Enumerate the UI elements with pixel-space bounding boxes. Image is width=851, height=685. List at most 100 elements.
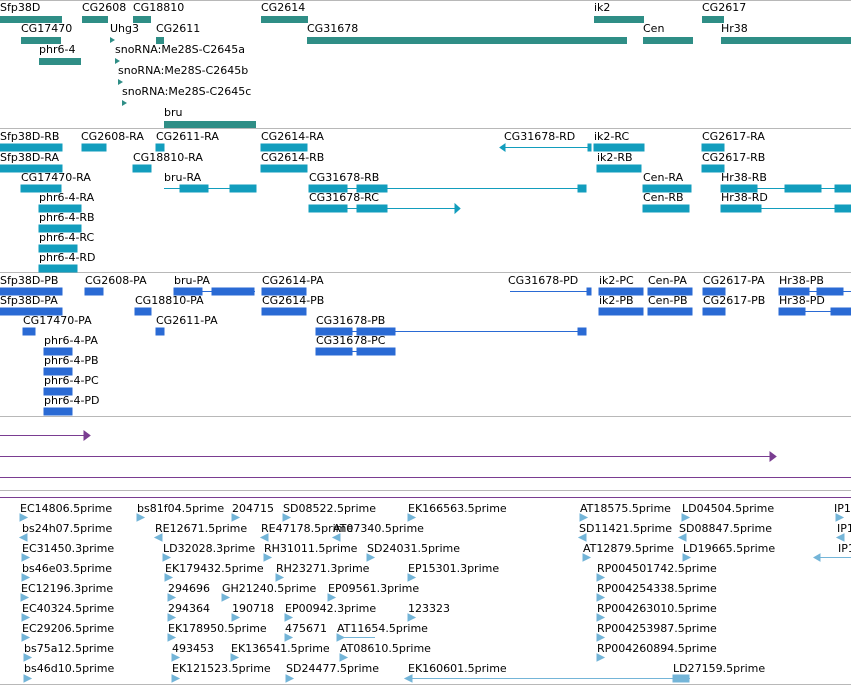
est-label[interactable]: RP004260894.5prime (597, 642, 717, 655)
gene-feature[interactable] (702, 16, 724, 23)
est-label[interactable]: LD19665.5prime (683, 542, 776, 555)
est-label[interactable]: EC14806.5prime (20, 502, 113, 515)
protein-label[interactable]: CG31678-PD (508, 274, 579, 287)
transcript-label[interactable]: CG18810-RA (133, 151, 203, 164)
est-label[interactable]: EK121523.5prime (172, 662, 271, 675)
gene-feature[interactable] (21, 37, 61, 44)
protein-label[interactable]: Cen-PB (648, 294, 688, 307)
est-label[interactable]: LD04504.5prime (682, 502, 775, 515)
gene-feature[interactable] (115, 58, 120, 64)
protein-label[interactable]: ik2-PC (599, 274, 634, 287)
gene-label[interactable]: CG2614 (261, 1, 306, 14)
gene-feature[interactable] (643, 37, 693, 44)
est-label[interactable]: EP09561.3prime (328, 582, 420, 595)
gene-label[interactable]: Hr38 (721, 22, 748, 35)
gene-feature[interactable] (39, 58, 81, 65)
transcript-label[interactable]: phr6-4-RC (39, 231, 95, 244)
protein-label[interactable]: Hr38-PD (779, 294, 825, 307)
est-label[interactable]: EK179432.5prime (165, 562, 264, 575)
gene-label[interactable]: Uhg3 (110, 22, 140, 35)
transcript-label[interactable]: ik2-RB (597, 151, 633, 164)
protein-label[interactable]: phr6-4-PC (44, 374, 99, 387)
est-label[interactable]: SD08847.5prime (679, 522, 772, 535)
protein-label[interactable]: Sfp38D-PA (0, 294, 58, 307)
protein-label[interactable]: CG2617-PA (703, 274, 765, 287)
transcript-label[interactable]: CG2611-RA (156, 130, 219, 143)
est-label[interactable]: RP004254338.5prime (597, 582, 717, 595)
est-label[interactable]: 294364 (168, 602, 210, 615)
protein-label[interactable]: CG2608-PA (85, 274, 147, 287)
protein-label[interactable]: CG18810-PA (135, 294, 204, 307)
protein-label[interactable]: CG31678-PB (316, 314, 386, 327)
protein-label[interactable]: phr6-4-PD (44, 394, 100, 407)
est-label[interactable]: AT12879.5prime (583, 542, 674, 555)
est-label[interactable]: 493453 (172, 642, 214, 655)
transcript-label[interactable]: Sfp38D-RB (0, 130, 60, 143)
est-label[interactable]: EP15301.3prime (408, 562, 500, 575)
gene-label[interactable]: phr6-4 (39, 43, 76, 56)
protein-label[interactable]: CG17470-PA (23, 314, 92, 327)
gene-feature[interactable] (122, 100, 127, 106)
est-label[interactable]: AT08610.5prime (340, 642, 431, 655)
est-label[interactable]: bs75a12.5prime (24, 642, 114, 655)
gene-feature[interactable] (164, 121, 256, 128)
est-label[interactable]: SD24477.5prime (286, 662, 379, 675)
est-label[interactable]: EK178950.5prime (168, 622, 267, 635)
gene-feature[interactable] (156, 37, 164, 44)
est-label[interactable]: LD32028.3prime (163, 542, 256, 555)
gene-feature[interactable] (133, 16, 151, 23)
est-label[interactable]: EC12196.3prime (21, 582, 114, 595)
gene-feature[interactable] (721, 37, 851, 44)
transcript-label[interactable]: CG31678-RC (309, 191, 379, 204)
est-label[interactable]: 294696 (168, 582, 210, 595)
transcript-label[interactable]: CG17470-RA (21, 171, 91, 184)
gene-label[interactable]: snoRNA:Me28S-C2645a (115, 43, 245, 56)
est-label[interactable]: RP004501742.5prime (597, 562, 717, 575)
gene-label[interactable]: Cen (643, 22, 665, 35)
gene-feature[interactable] (82, 16, 108, 23)
est-label[interactable]: IP1 (837, 522, 851, 535)
transcript-label[interactable]: CG2617-RB (702, 151, 766, 164)
est-label[interactable]: RH23271.3prime (276, 562, 370, 575)
est-label[interactable]: EK136541.5prime (231, 642, 330, 655)
gene-feature[interactable] (307, 37, 627, 44)
est-label[interactable]: EC31450.3prime (22, 542, 115, 555)
est-label[interactable]: EP00942.3prime (285, 602, 377, 615)
est-label[interactable]: bs46e03.5prime (22, 562, 113, 575)
gene-label[interactable]: CG18810 (133, 1, 185, 14)
transcript-label[interactable]: CG31678-RD (504, 130, 576, 143)
est-label[interactable]: EC29206.5prime (22, 622, 115, 635)
est-label[interactable]: RP004253987.5prime (597, 622, 717, 635)
est-label[interactable]: RE47178.5prime (261, 522, 354, 535)
transcript-label[interactable]: CG2614-RB (261, 151, 325, 164)
est-label[interactable]: AT11654.5prime (337, 622, 428, 635)
gene-label[interactable]: CG31678 (307, 22, 359, 35)
gene-label[interactable]: CG2608 (82, 1, 127, 14)
protein-label[interactable]: CG2614-PB (262, 294, 325, 307)
est-label[interactable]: SD11421.5prime (579, 522, 672, 535)
est-label[interactable]: bs81f04.5prime (137, 502, 225, 515)
est-label[interactable]: EC40324.5prime (22, 602, 115, 615)
gene-feature[interactable] (261, 16, 308, 23)
gene-label[interactable]: bru (164, 106, 183, 119)
est-label[interactable]: GH21240.5prime (222, 582, 317, 595)
protein-label[interactable]: Hr38-PB (779, 274, 824, 287)
transcript-label[interactable]: CG2608-RA (81, 130, 144, 143)
est-label[interactable]: bs46d10.5prime (24, 662, 115, 675)
transcript-label[interactable]: phr6-4-RA (39, 191, 95, 204)
protein-label[interactable]: ik2-PB (599, 294, 634, 307)
transcript-label[interactable]: Sfp38D-RA (0, 151, 59, 164)
est-label[interactable]: RH31011.5prime (264, 542, 358, 555)
transcript-label[interactable]: phr6-4-RB (39, 211, 95, 224)
est-label[interactable]: IP1 (838, 542, 851, 555)
gene-label[interactable]: snoRNA:Me28S-C2645b (118, 64, 249, 77)
transcript-label[interactable]: phr6-4-RD (39, 251, 96, 264)
est-label[interactable]: RE12671.5prime (155, 522, 248, 535)
transcript-label[interactable]: Cen-RB (643, 191, 684, 204)
protein-label[interactable]: CG2611-PA (156, 314, 218, 327)
protein-label[interactable]: phr6-4-PA (44, 334, 98, 347)
gene-label[interactable]: snoRNA:Me28S-C2645c (122, 85, 252, 98)
est-label[interactable]: SD24031.5prime (367, 542, 460, 555)
transcript-label[interactable]: Hr38-RB (721, 171, 767, 184)
protein-label[interactable]: Sfp38D-PB (0, 274, 59, 287)
